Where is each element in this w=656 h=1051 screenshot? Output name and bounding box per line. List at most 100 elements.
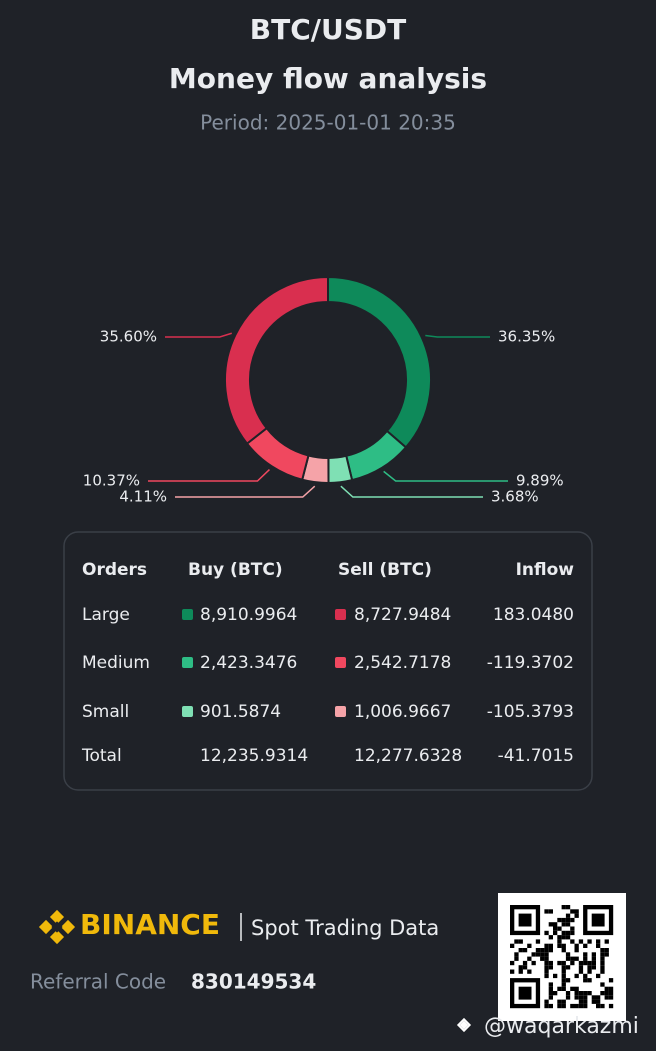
qr-finder xyxy=(591,913,605,927)
qr-module xyxy=(591,956,596,961)
table-header: Buy (BTC) xyxy=(188,560,283,580)
table-header: Orders xyxy=(82,560,147,580)
qr-module xyxy=(583,978,588,983)
qr-module xyxy=(561,917,566,923)
sell-swatch xyxy=(335,657,346,668)
qr-module xyxy=(544,969,549,974)
qr-module xyxy=(587,978,592,983)
qr-module xyxy=(600,965,605,970)
qr-module xyxy=(583,952,588,957)
qr-module xyxy=(544,909,549,914)
qr-module xyxy=(565,978,571,983)
qr-module xyxy=(583,991,588,996)
qr-module xyxy=(561,999,566,1004)
qr-module xyxy=(574,1003,579,1009)
sell-cell: 8,727.9484 xyxy=(354,605,451,625)
qr-module xyxy=(535,939,541,944)
qr-module xyxy=(574,995,579,1000)
qr-module xyxy=(565,913,571,918)
inflow-cell: 183.0480 xyxy=(493,605,574,625)
qr-module xyxy=(544,999,549,1004)
qr-module xyxy=(557,943,562,948)
qr-finder xyxy=(518,913,532,927)
buy-cell: 2,423.3476 xyxy=(200,653,297,673)
qr-module xyxy=(548,965,553,970)
qr-module xyxy=(587,939,592,944)
percent-label: 9.89% xyxy=(516,472,564,490)
qr-module xyxy=(561,943,566,948)
qr-module xyxy=(561,960,566,966)
qr-module xyxy=(570,939,575,944)
qr-module xyxy=(608,995,614,1000)
qr-module xyxy=(553,991,558,996)
qr-module xyxy=(540,956,545,961)
qr-module xyxy=(557,939,562,944)
product: Spot Trading Data xyxy=(251,916,439,940)
qr-module xyxy=(596,943,601,948)
qr-module xyxy=(583,960,588,966)
qr-module xyxy=(591,965,596,970)
qr-module xyxy=(565,965,571,970)
qr-module xyxy=(561,986,566,991)
qr-module xyxy=(522,948,528,953)
qr-module xyxy=(561,905,566,910)
sell-swatch xyxy=(335,609,346,620)
qr-module xyxy=(522,965,528,970)
qr-module xyxy=(553,926,558,931)
qr-module xyxy=(600,1003,605,1009)
qr-module xyxy=(544,943,549,948)
qr-module xyxy=(608,986,614,991)
qr-module xyxy=(574,991,579,996)
qr-module xyxy=(596,999,601,1004)
qr-module xyxy=(600,956,605,961)
qr-module xyxy=(553,973,558,979)
buy-swatch xyxy=(182,657,193,668)
qr-module xyxy=(604,939,609,944)
row-label: Total xyxy=(81,746,122,766)
row-label: Medium xyxy=(82,653,150,673)
qr-module xyxy=(561,922,566,927)
qr-module xyxy=(591,960,596,966)
qr-module xyxy=(578,999,584,1004)
qr-module xyxy=(574,909,579,914)
qr-module xyxy=(574,913,579,918)
qr-module xyxy=(604,986,609,991)
qr-module xyxy=(587,991,592,996)
percent-label: 3.68% xyxy=(491,488,539,506)
qr-module xyxy=(518,969,523,974)
qr-module xyxy=(565,930,571,936)
qr-module xyxy=(561,935,566,940)
leader-line xyxy=(425,334,490,338)
qr-module xyxy=(578,939,584,944)
qr-module xyxy=(514,956,519,961)
qr-module xyxy=(591,995,596,1000)
qr-module xyxy=(600,948,605,953)
qr-module xyxy=(557,1003,562,1009)
qr-module xyxy=(527,956,532,961)
qr-module xyxy=(608,978,614,983)
qr-module xyxy=(565,952,571,957)
qr-module xyxy=(604,948,609,953)
qr-module xyxy=(561,978,566,983)
qr-module xyxy=(553,930,558,936)
leader-line xyxy=(383,470,508,482)
qr-module xyxy=(608,1003,614,1009)
qr-module xyxy=(544,956,549,961)
qr-module xyxy=(565,995,571,1000)
qr-module xyxy=(583,995,588,1000)
percent-label: 10.37% xyxy=(83,472,140,490)
qr-module xyxy=(574,943,579,948)
qr-module xyxy=(565,991,571,996)
referral-code: 830149534 xyxy=(191,970,316,994)
qr-module xyxy=(583,999,588,1004)
qr-module xyxy=(548,995,553,1000)
qr-module xyxy=(518,965,523,970)
qr-module xyxy=(596,973,601,979)
inflow-cell: -41.7015 xyxy=(498,746,574,766)
watermark: @waqarkazmi xyxy=(484,1014,639,1039)
percent-label: 35.60% xyxy=(100,328,157,346)
watermark-icon xyxy=(456,1017,472,1033)
percent-label: 36.35% xyxy=(498,328,555,346)
